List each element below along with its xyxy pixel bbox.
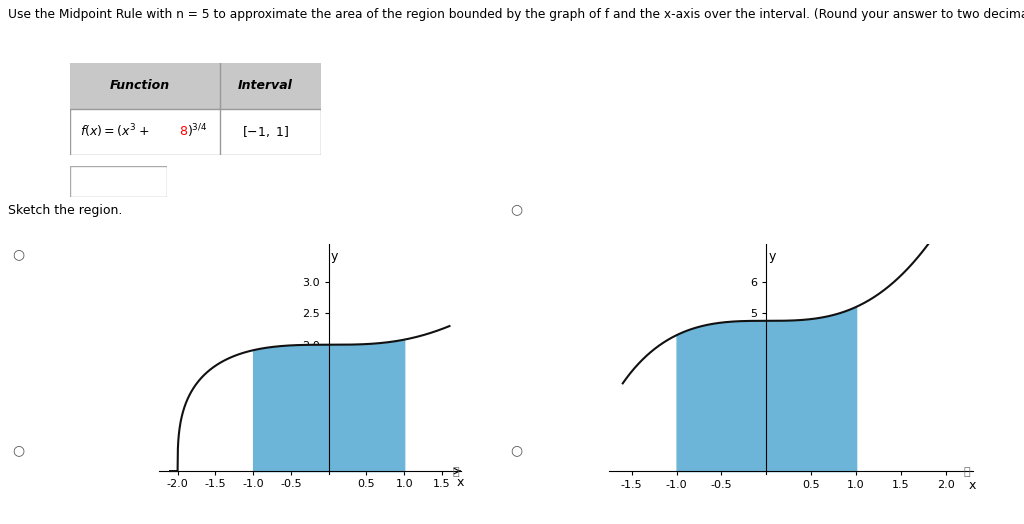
Text: ○: ○ xyxy=(12,247,25,261)
Text: $f(x) = (x^3 + $: $f(x) = (x^3 + $ xyxy=(80,123,150,140)
Text: ○: ○ xyxy=(12,444,25,457)
Text: y: y xyxy=(768,250,775,264)
Bar xyxy=(70,63,321,109)
Text: ⓘ: ⓘ xyxy=(964,466,970,477)
Text: y: y xyxy=(330,250,338,264)
Text: ○: ○ xyxy=(510,203,522,216)
Text: Function: Function xyxy=(110,79,170,92)
Text: $)^{3/4}$: $)^{3/4}$ xyxy=(187,123,208,140)
Text: Use the Midpoint Rule with n = 5 to approximate the area of the region bounded b: Use the Midpoint Rule with n = 5 to appr… xyxy=(8,8,1024,21)
Text: Interval: Interval xyxy=(238,79,293,92)
Text: ⓘ: ⓘ xyxy=(453,466,459,477)
Text: ○: ○ xyxy=(510,444,522,457)
Text: $[-1,\ 1]$: $[-1,\ 1]$ xyxy=(242,124,289,139)
Text: $8$: $8$ xyxy=(179,125,187,138)
Text: x: x xyxy=(969,479,977,492)
Text: x: x xyxy=(457,476,465,489)
Text: Sketch the region.: Sketch the region. xyxy=(8,204,123,217)
